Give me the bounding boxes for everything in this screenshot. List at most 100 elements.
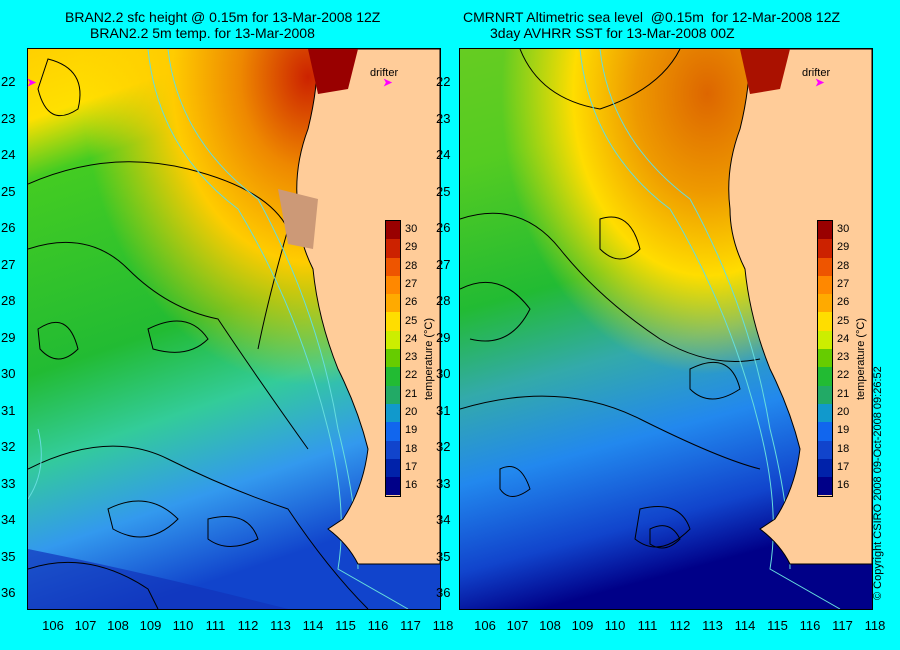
latitude-label: 26	[1, 220, 16, 235]
right-title-line1: CMRNRT Altimetric sea level @0.15m for 1…	[463, 9, 841, 25]
latitude-label: 34	[436, 512, 451, 527]
bathymetry-contours	[28, 49, 409, 609]
colorbar-swatch	[386, 367, 400, 386]
colorbar-swatch	[386, 385, 400, 404]
right-australia-coastline	[728, 49, 872, 565]
colorbar-tick-label: 20	[405, 406, 418, 418]
colorbar-swatch	[386, 403, 400, 423]
colorbar-title: temperature (°C)	[855, 317, 867, 400]
colorbar-swatch	[818, 477, 832, 496]
colorbar-tick-label: 18	[837, 442, 850, 455]
right-drifter-label: drifter	[802, 67, 831, 79]
colorbar-swatch	[818, 239, 832, 258]
latitude-label: 24	[1, 147, 16, 162]
longitude-label: 118	[864, 618, 886, 633]
colorbar-tick-label: 16	[405, 479, 418, 492]
latitude-label: 32	[1, 439, 16, 454]
colorbar-tick-label: 19	[837, 424, 850, 437]
latitude-label: 30	[1, 366, 16, 381]
latitude-label: 25	[1, 183, 16, 199]
right-map-svg	[460, 49, 872, 609]
colorbar-swatch	[386, 440, 400, 459]
longitude-label: 107	[506, 618, 529, 633]
latitude-label: 22	[436, 74, 451, 89]
latitude-label: 35	[1, 548, 16, 564]
latitude-label: 28	[436, 293, 451, 308]
longitude-label: 112	[669, 618, 691, 633]
colorbar-title: temperature (°C)	[423, 317, 435, 400]
latitude-label: 23	[1, 110, 16, 126]
longitude-label: 118	[432, 618, 454, 633]
colorbar-swatch	[818, 440, 832, 459]
colorbar-swatch	[386, 294, 400, 313]
latitude-label: 31	[436, 402, 451, 418]
right-pilbara-warm-inshore	[740, 49, 790, 94]
colorbar-swatch	[386, 221, 400, 240]
colorbar-swatch	[386, 458, 400, 478]
shark-bay-land	[278, 189, 318, 249]
australia-coastline	[296, 49, 440, 565]
latitude-label: 27	[1, 256, 16, 272]
colorbar-tick-label: 21	[837, 387, 850, 400]
colorbar-swatch	[818, 275, 832, 295]
longitude-label: 109	[139, 618, 162, 633]
colorbar-tick-label: 16	[837, 479, 850, 492]
colorbar-swatch	[386, 422, 400, 441]
colorbar-tick-label: 28	[405, 259, 418, 272]
latitude-label: 23	[436, 110, 451, 126]
colorbar-swatch	[386, 477, 400, 496]
colorbar-tick-label: 22	[837, 369, 850, 382]
colorbar-tick-label: 17	[837, 460, 850, 473]
right-drifter-marker: ➤	[815, 77, 825, 89]
colorbar-swatch	[818, 458, 832, 478]
latitude-label: 24	[436, 147, 451, 162]
latitude-label: 28	[1, 293, 16, 308]
longitude-label: 109	[571, 618, 594, 633]
altimetry-contours	[460, 49, 761, 549]
colorbar-tick-label: 26	[837, 296, 850, 309]
colorbar-tick-label: 23	[837, 351, 850, 364]
left-map-svg	[28, 49, 440, 609]
longitude-label: 114	[734, 618, 756, 633]
right-title-line2: 3day AVHRR SST for 13-Mar-2008 00Z	[490, 25, 735, 41]
colorbar-swatch	[386, 275, 400, 295]
colorbar-swatch	[818, 403, 832, 423]
colorbar-tick-label: 27	[837, 277, 850, 290]
longitude-label: 111	[205, 618, 226, 633]
longitude-label: 115	[767, 618, 788, 633]
latitude-label: 26	[436, 220, 451, 235]
colorbar-tick-label: 19	[405, 424, 418, 437]
longitude-label: 108	[107, 618, 129, 633]
latitude-label: 31	[1, 402, 16, 418]
left-drifter-marker: ➤	[383, 77, 393, 89]
colorbar-tick-label: 21	[405, 387, 418, 400]
longitude-label: 108	[539, 618, 561, 633]
colorbar-tick-label: 30	[405, 223, 418, 235]
longitude-label: 111	[637, 618, 658, 633]
colorbar-scale	[817, 220, 833, 497]
colorbar-swatch	[818, 257, 832, 276]
colorbar-tick-label: 27	[405, 277, 418, 290]
right-bathymetry-contours	[579, 49, 841, 609]
colorbar-swatch	[818, 422, 832, 441]
colorbar-tick-label: 26	[405, 296, 418, 309]
latitude-label: 34	[1, 512, 16, 527]
colorbar-swatch	[818, 367, 832, 386]
right-map-panel	[459, 48, 873, 610]
colorbar-swatch	[818, 294, 832, 313]
latitude-label: 32	[436, 439, 451, 454]
colorbar-tick-label: 23	[405, 351, 418, 364]
colorbar-tick-label: 18	[405, 442, 418, 455]
colorbar-swatch	[818, 385, 832, 404]
colorbar-swatch	[818, 349, 832, 368]
latitude-label: 25	[436, 183, 451, 199]
colorbar-tick-label: 25	[837, 314, 850, 327]
longitude-label: 115	[335, 618, 356, 633]
colorbar-swatch	[818, 312, 832, 331]
longitude-label: 106	[474, 618, 496, 633]
latitude-label: 35	[436, 548, 451, 564]
latitude-label: 27	[436, 256, 451, 272]
colorbar-swatch	[386, 312, 400, 331]
colorbar-swatch	[818, 221, 832, 240]
left-map-panel	[27, 48, 441, 610]
